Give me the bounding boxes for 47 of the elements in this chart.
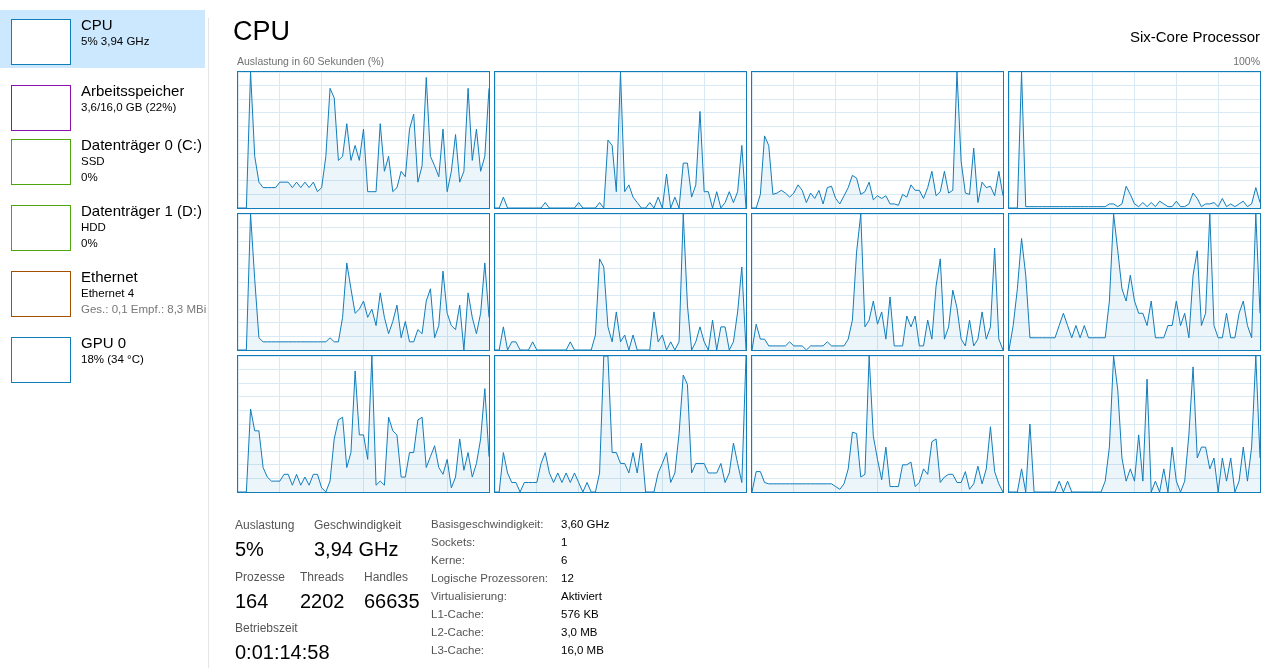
text: 6 xyxy=(561,554,568,566)
text: Six-Core Processor xyxy=(1129,28,1260,45)
text: 0:01:14:58 xyxy=(235,641,330,664)
text: Datenträger 0 (C:) xyxy=(81,136,202,153)
text: 66635 xyxy=(364,590,420,613)
text: 100% xyxy=(1233,55,1260,67)
text: 1 xyxy=(561,536,568,548)
text: Betriebszeit xyxy=(235,621,298,635)
text: 2202 xyxy=(300,590,345,613)
text: 0% xyxy=(81,171,98,183)
text: Logische Prozessoren: xyxy=(431,572,548,584)
text: Geschwindigkeit xyxy=(314,518,402,532)
text: 18% (34 °C) xyxy=(81,353,144,365)
text: Ges.: 0,1 Empf.: 8,3 MBi xyxy=(81,303,207,315)
text: Prozesse xyxy=(235,570,286,584)
text: HDD xyxy=(81,221,106,233)
text: Basisgeschwindigkeit: xyxy=(431,518,544,530)
text: 0% xyxy=(81,237,98,249)
text: Handles xyxy=(364,570,409,584)
text: 576 KB xyxy=(561,608,599,620)
text: CPU xyxy=(81,16,113,33)
text: SSD xyxy=(81,155,105,167)
text: Auslastung xyxy=(235,518,295,532)
text: Ethernet 4 xyxy=(81,287,135,299)
text: 3,6/16,0 GB (22%) xyxy=(81,101,177,113)
text: L3-Cache: xyxy=(431,644,485,656)
text: Auslastung in 60 Sekunden (%) xyxy=(237,55,385,67)
text: L1-Cache: xyxy=(431,608,485,620)
text: Ethernet xyxy=(81,268,138,285)
text: Arbeitsspeicher xyxy=(81,82,185,99)
text: 5% 3,94 GHz xyxy=(81,35,150,47)
text: Sockets: xyxy=(431,536,476,548)
text: Aktiviert xyxy=(561,590,602,602)
text: GPU 0 xyxy=(81,334,127,351)
text: CPU xyxy=(233,16,291,47)
text: 3,60 GHz xyxy=(561,518,610,530)
text: L2-Cache: xyxy=(431,626,485,638)
text: 3,0 MB xyxy=(561,626,598,638)
text: 12 xyxy=(561,572,574,584)
text: Kerne: xyxy=(431,554,465,566)
text: 164 xyxy=(235,590,269,613)
text: 3,94 GHz xyxy=(314,538,399,561)
text: Datenträger 1 (D:) xyxy=(81,202,202,219)
text: Virtualisierung: xyxy=(431,590,507,602)
text: 16,0 MB xyxy=(561,644,604,656)
text: Threads xyxy=(300,570,345,584)
text: 5% xyxy=(235,538,264,561)
